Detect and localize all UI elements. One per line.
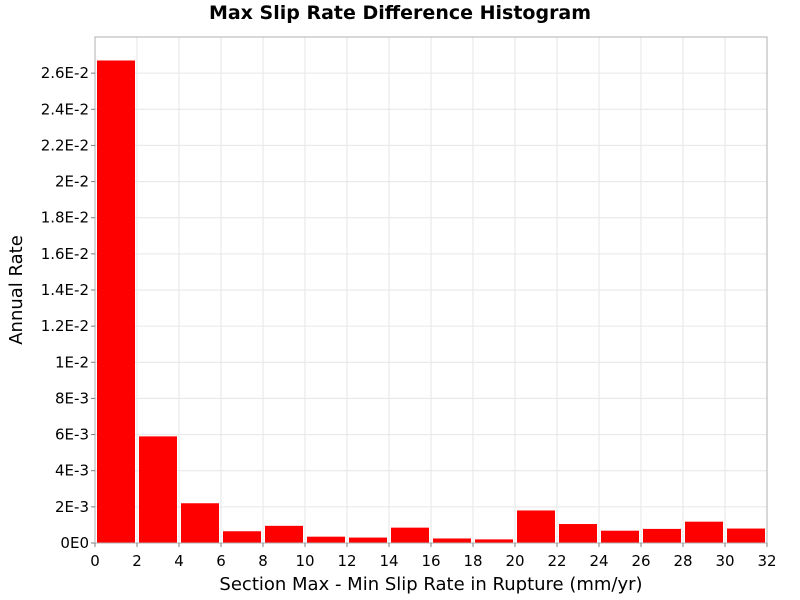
- histogram-bar: [643, 528, 681, 543]
- y-tick-label: 0E0: [60, 534, 89, 552]
- x-axis-label: Section Max - Min Slip Rate in Rupture (…: [219, 574, 642, 595]
- x-tick-label: 8: [258, 552, 268, 570]
- y-tick-label: 8E-3: [55, 389, 89, 407]
- x-tick-label: 2: [132, 552, 142, 570]
- histogram-bar: [601, 530, 639, 543]
- histogram-bar: [349, 537, 387, 543]
- y-tick-label: 6E-3: [55, 426, 89, 444]
- histogram-bar: [307, 536, 345, 543]
- x-tick-label: 24: [589, 552, 608, 570]
- histogram-bar: [685, 521, 723, 543]
- x-tick-label: 14: [379, 552, 398, 570]
- histogram-bar: [727, 528, 765, 543]
- y-tick-label: 2E-3: [55, 498, 89, 516]
- x-tick-label: 4: [174, 552, 184, 570]
- y-tick-label: 2E-2: [55, 173, 89, 191]
- histogram-bar: [223, 531, 261, 543]
- y-tick-label: 2.2E-2: [41, 136, 89, 154]
- histogram-bar: [391, 527, 429, 543]
- chart-title: Max Slip Rate Difference Histogram: [208, 2, 592, 24]
- y-tick-label: 2.6E-2: [41, 64, 89, 82]
- histogram-bar: [139, 436, 177, 543]
- x-tick-label: 18: [463, 552, 482, 570]
- x-tick-label: 30: [715, 552, 734, 570]
- histogram-bar: [97, 60, 135, 543]
- histogram-bar: [181, 503, 219, 543]
- histogram-bar: [475, 539, 513, 543]
- histogram-bar: [265, 525, 303, 543]
- x-tick-label: 0: [90, 552, 100, 570]
- histogram-bar: [559, 524, 597, 543]
- x-tick-label: 16: [421, 552, 440, 570]
- y-tick-label: 1.4E-2: [41, 281, 89, 299]
- x-tick-label: 32: [757, 552, 776, 570]
- y-tick-label: 4E-3: [55, 462, 89, 480]
- x-tick-label: 6: [216, 552, 226, 570]
- x-tick-label: 26: [631, 552, 650, 570]
- x-tick-label: 22: [547, 552, 566, 570]
- x-tick-label: 28: [673, 552, 692, 570]
- bars: [97, 60, 765, 543]
- y-tick-label: 2.4E-2: [41, 100, 89, 118]
- y-tick-label: 1.2E-2: [41, 317, 89, 335]
- y-tick-label: 1E-2: [55, 353, 89, 371]
- y-tick-label: 1.6E-2: [41, 245, 89, 263]
- x-tick-label: 20: [505, 552, 524, 570]
- histogram-bar: [433, 538, 471, 543]
- x-tick-label: 10: [295, 552, 314, 570]
- x-tick-label: 12: [337, 552, 356, 570]
- y-tick-label: 1.8E-2: [41, 209, 89, 227]
- histogram-bar: [517, 510, 555, 543]
- y-axis-label: Annual Rate: [6, 235, 27, 345]
- x-axis-ticks: 0 2 4 6 8 10 12 14 16 18 20 22 24 26 28 30 32: [90, 543, 777, 570]
- y-axis-ticks: 0E0 2E-3 4E-3 6E-3 8E-3 1E-2 1.2E-2 1.4E-2 1.6E-…: [41, 64, 95, 552]
